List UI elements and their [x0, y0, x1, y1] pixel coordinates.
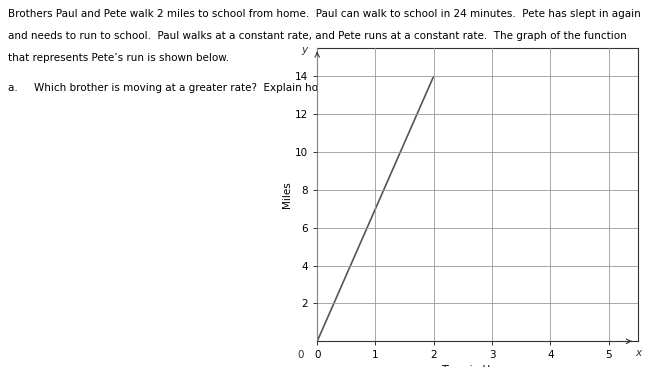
- Text: 0: 0: [298, 350, 304, 360]
- Text: x: x: [636, 348, 642, 358]
- Text: that represents Pete’s run is shown below.: that represents Pete’s run is shown belo…: [8, 53, 229, 63]
- Text: Brothers Paul and Pete walk 2 miles to school from home.  Paul can walk to schoo: Brothers Paul and Pete walk 2 miles to s…: [8, 9, 641, 19]
- Y-axis label: Miles: Miles: [282, 181, 292, 208]
- Text: and needs to run to school.  Paul walks at a constant rate, and Pete runs at a c: and needs to run to school. Paul walks a…: [8, 31, 627, 41]
- Text: y: y: [301, 45, 307, 55]
- Text: a.     Which brother is moving at a greater rate?  Explain how you know.: a. Which brother is moving at a greater …: [8, 83, 382, 92]
- X-axis label: Time in Hours: Time in Hours: [441, 364, 513, 367]
